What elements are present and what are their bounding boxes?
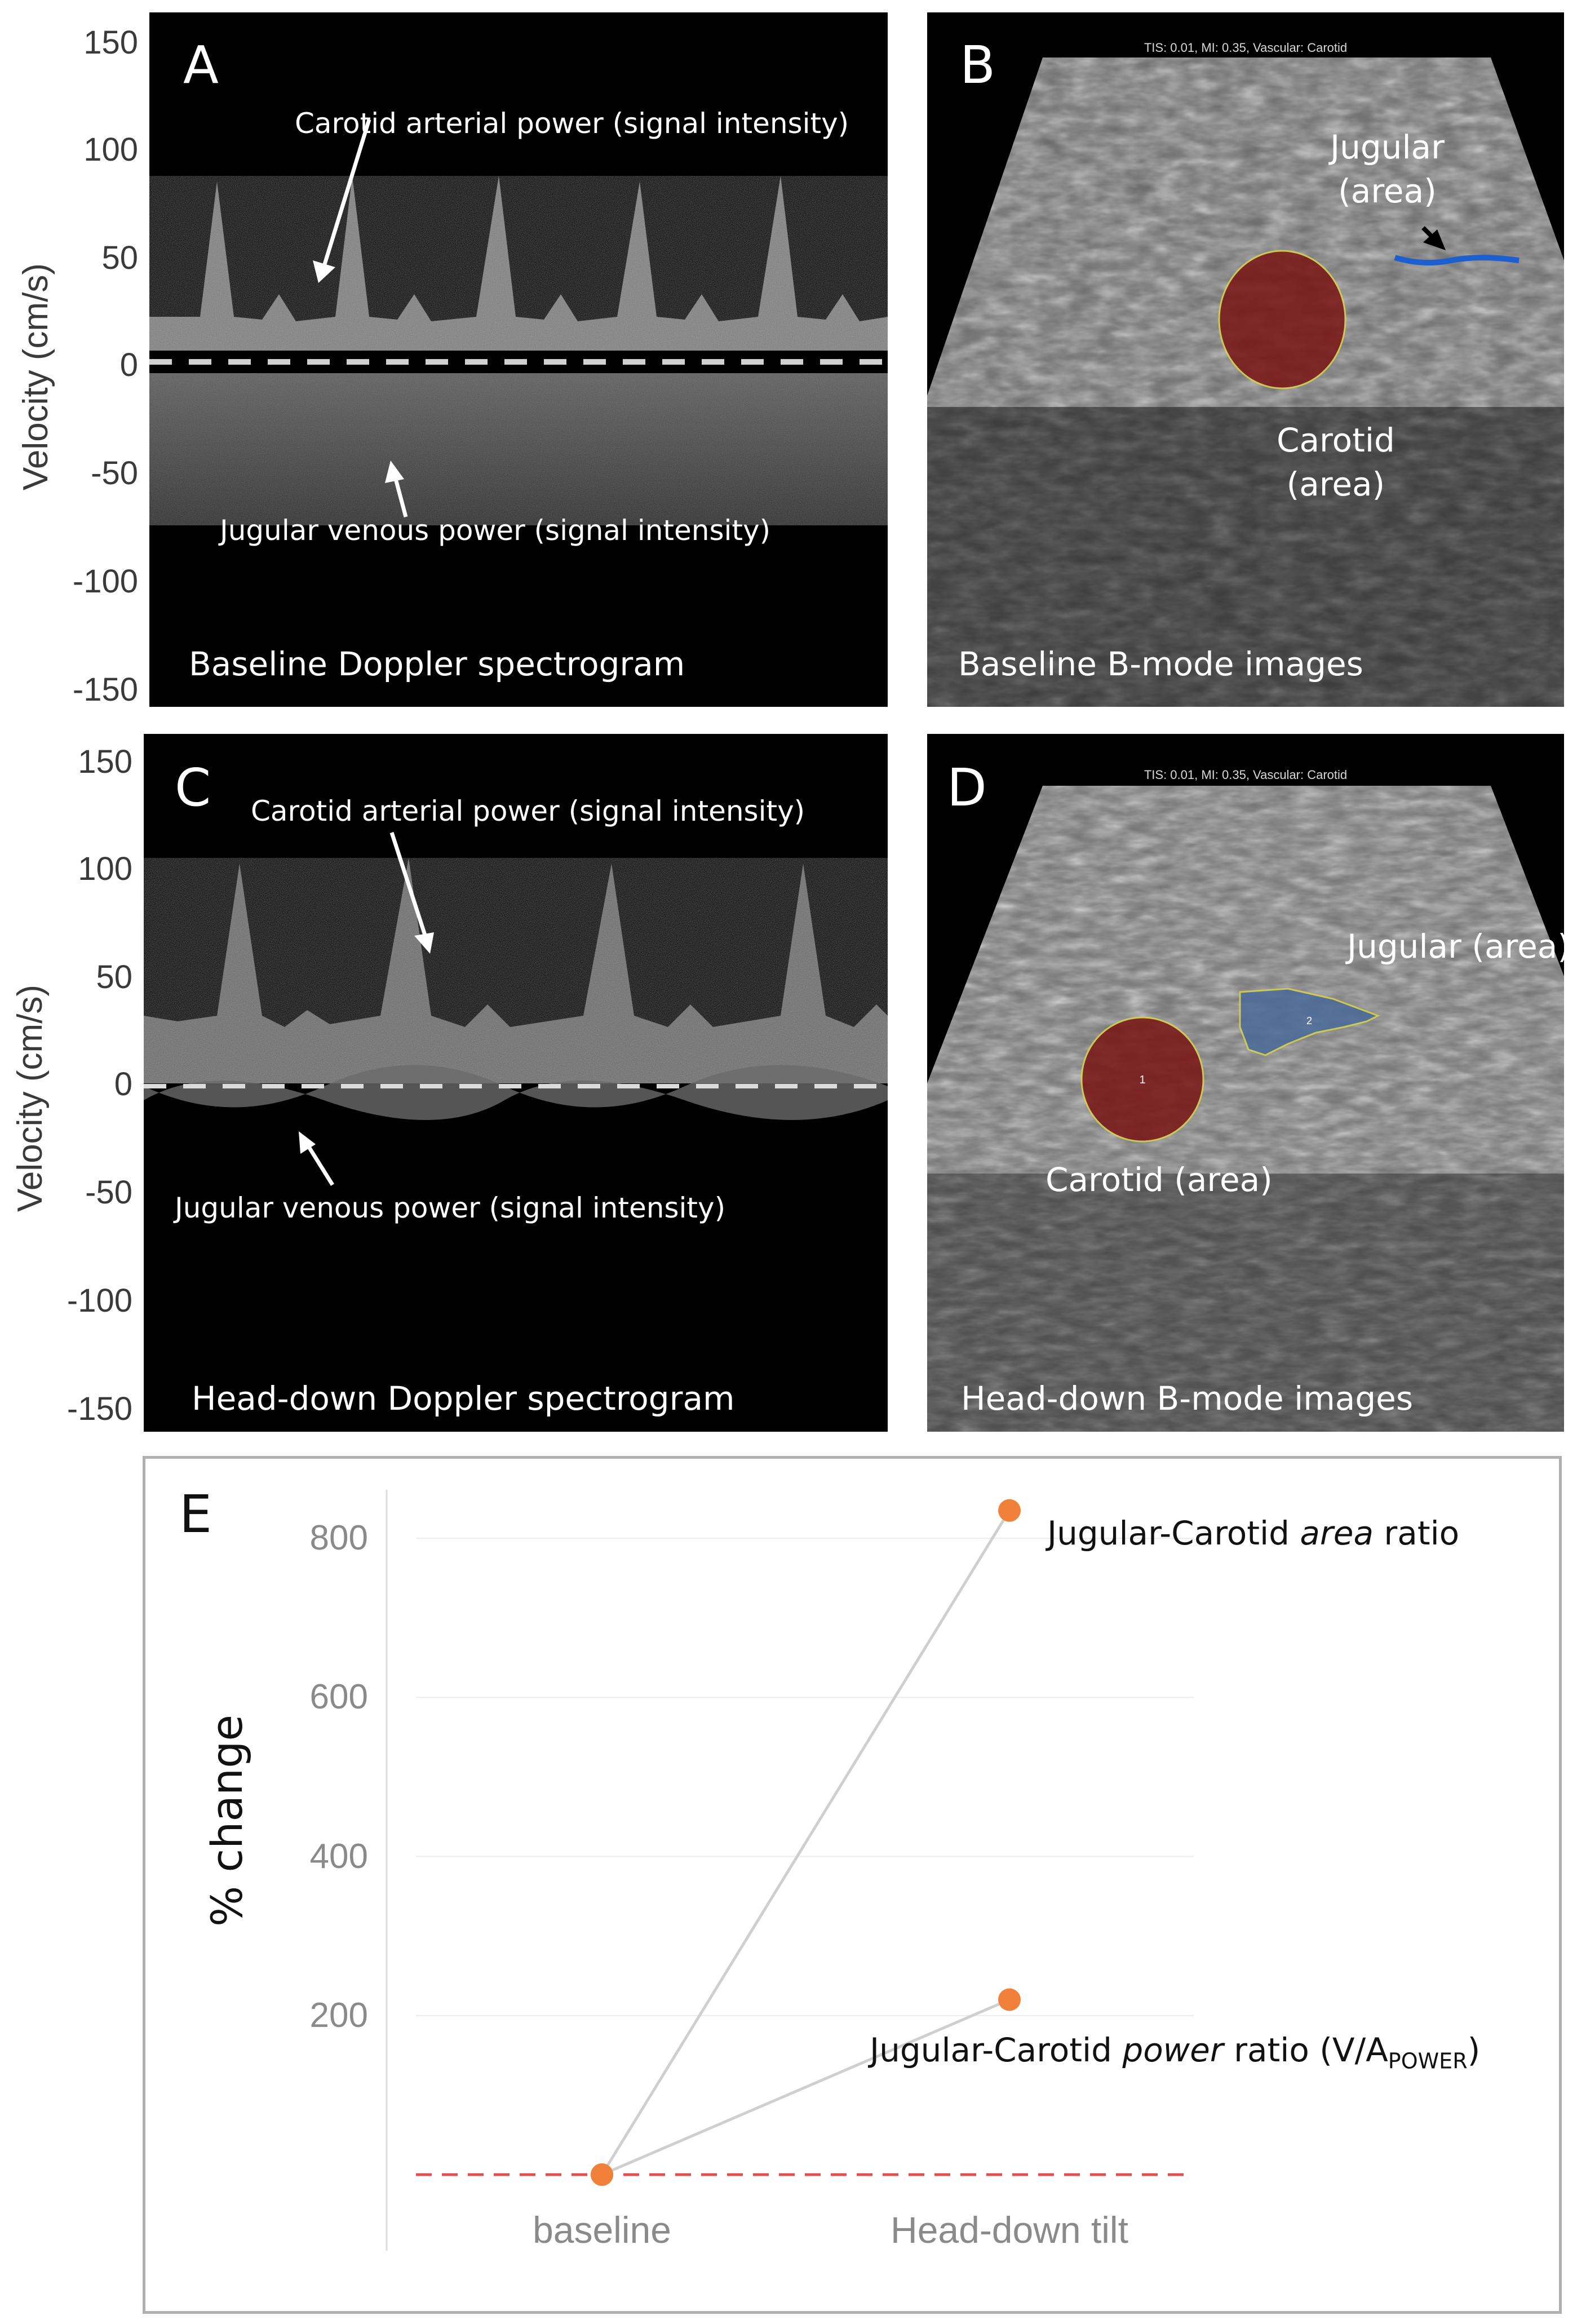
- panel-c-tick: -150: [67, 1391, 132, 1427]
- panel-a-tick: 150: [83, 24, 138, 61]
- panel-c-caption: Head-down Doppler spectrogram: [192, 1379, 735, 1418]
- series-label-area-ratio: Jugular-Carotid area ratio: [1047, 1514, 1459, 1552]
- panel-b-jugular-line1: Jugular: [1330, 128, 1445, 166]
- y-tick-label: 200: [309, 1995, 368, 2035]
- panel-c-tick: -100: [67, 1282, 132, 1319]
- series-label-area-suffix: ratio: [1374, 1514, 1460, 1552]
- panel-e-chart: E % change 200 400 600 800 baseline Head-dow…: [143, 1456, 1562, 2314]
- y-tick-label: 800: [309, 1519, 368, 1558]
- series-label-power-sub: POWER: [1388, 2048, 1468, 2074]
- panel-b-letter: B: [960, 35, 996, 95]
- panel-c-y-axis-label: Velocity (cm/s): [11, 984, 50, 1212]
- panel-c-venous-label: Jugular venous power (signal intensity): [175, 1192, 726, 1224]
- data-point-series-1-0: [591, 2163, 613, 2186]
- series-line-1: [601, 1998, 1010, 2176]
- x-category-label: Head-down tilt: [891, 2209, 1128, 2251]
- panel-c-tick: 100: [78, 851, 132, 887]
- panel-a-tick: 100: [83, 131, 138, 168]
- panel-d-caption: Head-down B-mode images: [961, 1379, 1414, 1418]
- panel-a-spectrogram-graphic: [149, 118, 888, 525]
- data-point-series-0-1: [998, 1499, 1021, 1522]
- panel-a-arterial-label: Carotid arterial power (signal intensity…: [295, 107, 849, 140]
- panel-c-spectrogram: C Carotid arterial power (signal intensi…: [144, 734, 888, 1432]
- panel-d-bmode-graphic: TIS: 0.01, MI: 0.35, Vascular: Carotid 1…: [927, 768, 1564, 1432]
- panel-b-header: TIS: 0.01, MI: 0.35, Vascular: Carotid: [1144, 41, 1347, 55]
- panel-d-letter: D: [947, 758, 987, 818]
- panel-a-tick: -100: [72, 563, 138, 600]
- panel-a-y-axis-label: Velocity (cm/s): [16, 263, 55, 490]
- series-label-power-ratio: Jugular-Carotid power ratio (V/APOWER): [870, 2031, 1480, 2074]
- series-label-power-end: ): [1467, 2031, 1481, 2069]
- panel-c-spectrogram-graphic: [144, 831, 888, 1186]
- panel-b-bmode: TIS: 0.01, MI: 0.35, Vascular: Carotid B…: [927, 12, 1564, 707]
- panel-c-tick: 0: [114, 1066, 132, 1103]
- panel-b-caption: Baseline B-mode images: [958, 645, 1363, 683]
- x-category-label: baseline: [533, 2209, 671, 2251]
- panel-d-roi-2: 2: [1306, 1015, 1312, 1026]
- panel-a-tick: 50: [101, 240, 138, 276]
- panel-c-tick: 50: [96, 959, 132, 995]
- panel-b-carotid-line1: Carotid: [1277, 421, 1395, 459]
- data-point-series-1-1: [998, 1988, 1021, 2011]
- panel-e-plot: [386, 1490, 1194, 2251]
- panel-d-header: TIS: 0.01, MI: 0.35, Vascular: Carotid: [1144, 768, 1347, 782]
- panel-d-roi-1: 1: [1139, 1074, 1145, 1086]
- panel-a-caption: Baseline Doppler spectrogram: [189, 645, 685, 683]
- panel-d-carotid-label: Carotid (area): [1046, 1161, 1273, 1199]
- panel-b-jugular-label: Jugular (area): [1330, 125, 1445, 214]
- panel-c-tick: 150: [78, 743, 132, 780]
- y-tick-label: 600: [309, 1677, 368, 1717]
- series-label-power-em: power: [1122, 2031, 1224, 2069]
- panel-b-carotid-label: Carotid (area): [1277, 418, 1395, 507]
- panel-b-jugular-line2: (area): [1338, 172, 1437, 211]
- panel-a-spectrogram: A Carotid arterial power (signal intensi…: [149, 12, 888, 707]
- panel-d-jugular-label: Jugular (area): [1347, 927, 1564, 966]
- panel-b-bmode-graphic: TIS: 0.01, MI: 0.35, Vascular: Carotid: [927, 41, 1564, 707]
- panel-c-arterial-label: Carotid arterial power (signal intensity…: [251, 795, 805, 827]
- series-label-area-em: area: [1300, 1514, 1374, 1552]
- series-label-area-prefix: Jugular-Carotid: [1047, 1514, 1300, 1552]
- series-label-power-prefix: Jugular-Carotid: [870, 2031, 1123, 2069]
- panel-b-carotid-line2: (area): [1286, 465, 1385, 504]
- panel-c-letter: C: [175, 758, 211, 818]
- panel-c-tick: -50: [85, 1174, 132, 1211]
- panel-a-venous-label: Jugular venous power (signal intensity): [220, 514, 771, 547]
- series-line-0: [600, 1510, 1011, 2176]
- panel-a-letter: A: [183, 35, 219, 95]
- series-label-power-suffix: ratio (V/A: [1223, 2031, 1388, 2069]
- panel-a-tick: -150: [72, 671, 138, 708]
- panel-e-letter: E: [179, 1484, 212, 1544]
- y-tick-label: 400: [309, 1836, 368, 1876]
- panel-d-bmode: TIS: 0.01, MI: 0.35, Vascular: Carotid 1…: [927, 734, 1564, 1432]
- panel-a-tick: -50: [91, 455, 138, 492]
- panel-a-tick: 0: [119, 347, 138, 383]
